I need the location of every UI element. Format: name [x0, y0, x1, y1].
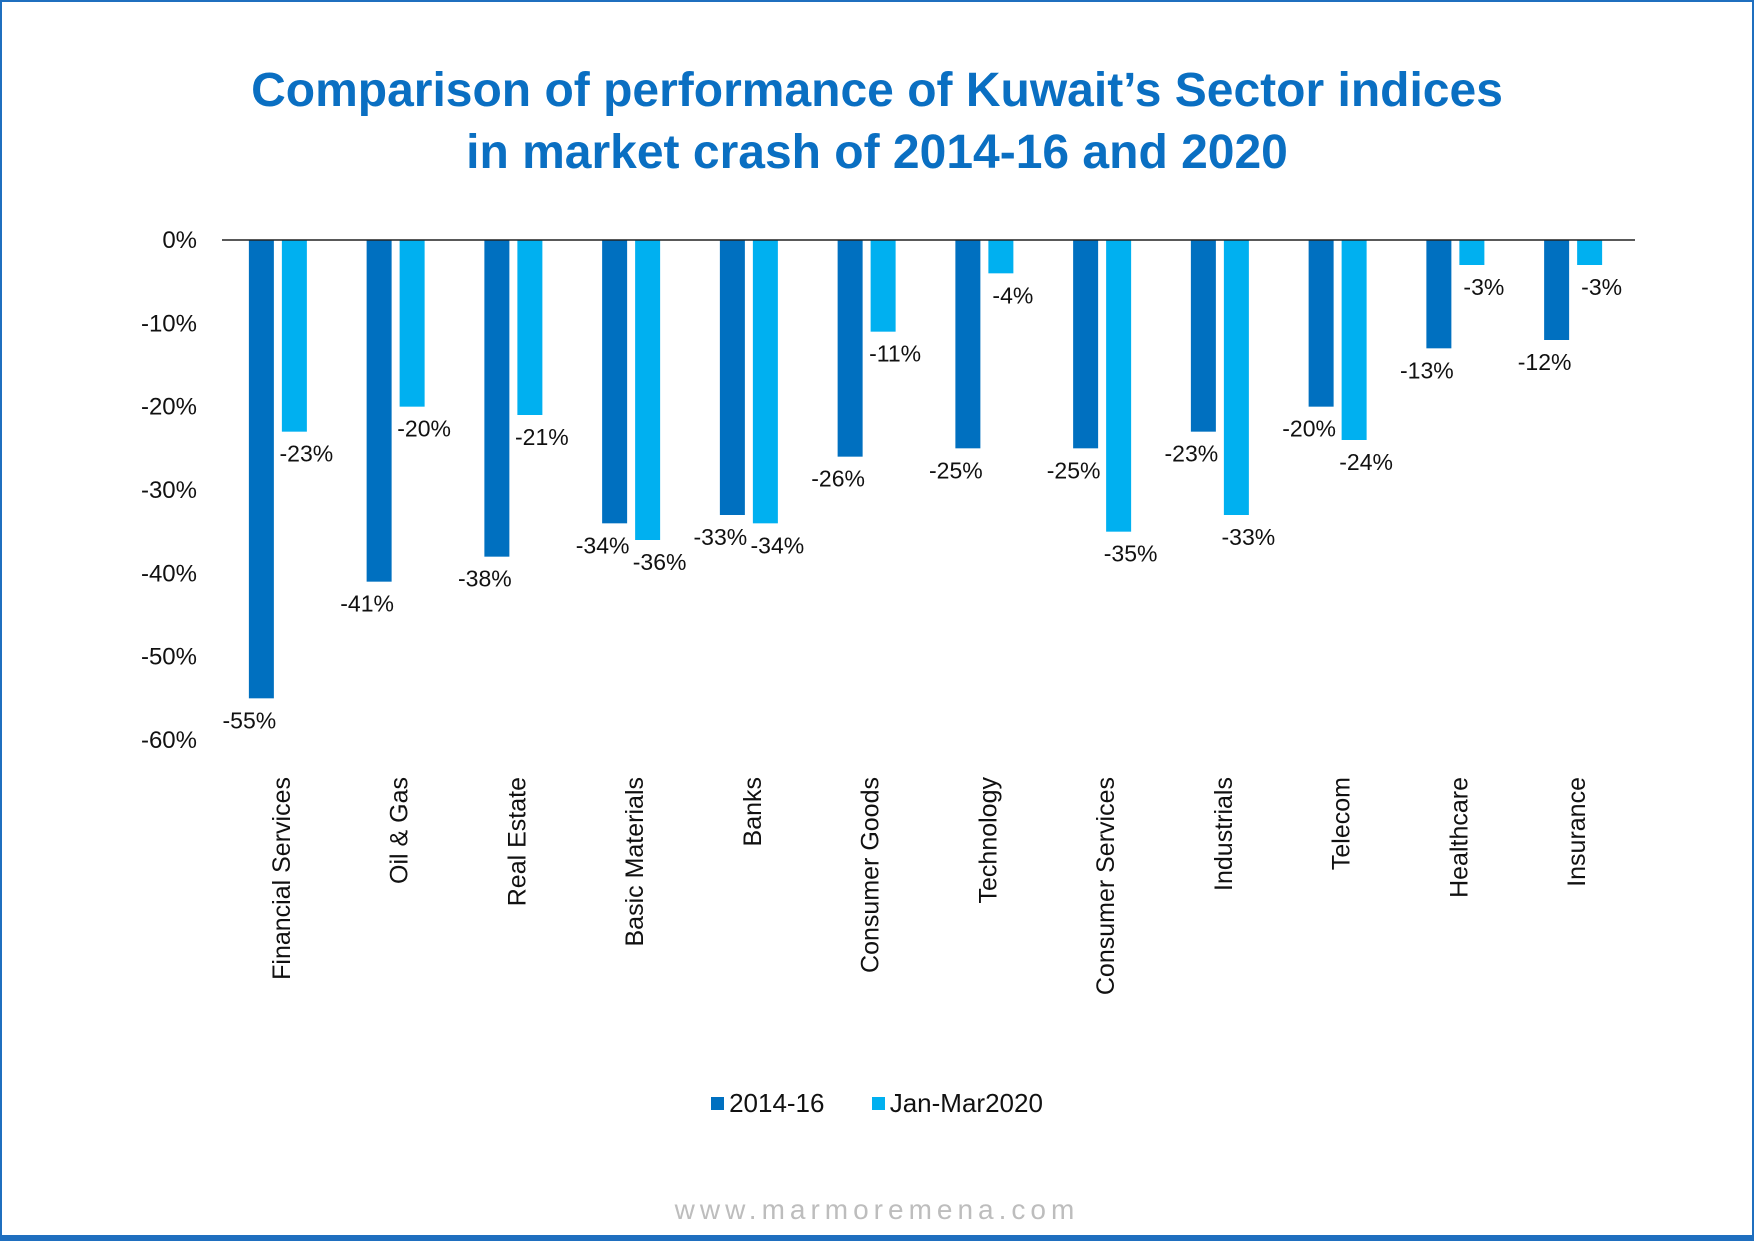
bar-2014-16: [1190, 240, 1216, 432]
bar-2014-16: [1426, 240, 1452, 349]
data-label: -23%: [1165, 441, 1219, 467]
data-label: -34%: [751, 532, 805, 558]
x-tick-label: Telecom: [1328, 777, 1356, 870]
bar-jan-mar2020: [988, 240, 1014, 274]
bar-2014-16: [837, 240, 863, 457]
bar-2014-16: [1308, 240, 1334, 407]
x-tick-label: Healthcare: [1445, 777, 1473, 898]
bar-jan-mar2020: [1223, 240, 1249, 515]
data-label: -55%: [223, 707, 277, 733]
data-label: -41%: [340, 591, 394, 617]
legend-label: 2014-16: [729, 1088, 825, 1118]
y-tick-label: -40%: [141, 560, 197, 587]
bar-jan-mar2020: [399, 240, 425, 407]
x-tick-label: Consumer Goods: [857, 777, 885, 973]
chart-title: Comparison of performance of Kuwait’s Se…: [2, 60, 1752, 184]
data-label: -36%: [633, 549, 687, 575]
x-tick-label: Technology: [974, 777, 1002, 904]
data-label: -25%: [1047, 457, 1101, 483]
data-label: -21%: [515, 424, 569, 450]
legend-item-jan-mar2020: Jan-Mar2020: [871, 1088, 1043, 1119]
legend-swatch: [871, 1096, 885, 1110]
x-tick-label: Real Estate: [503, 777, 531, 906]
legend-item-2014-16: 2014-16: [711, 1088, 824, 1119]
bar-2014-16: [1073, 240, 1099, 449]
bar-jan-mar2020: [870, 240, 896, 332]
x-tick-label: Insurance: [1563, 777, 1591, 887]
data-label: -25%: [929, 457, 983, 483]
bar-2014-16: [248, 240, 274, 699]
data-label: -33%: [694, 524, 748, 550]
footer-url: www.marmoremena.com: [674, 1194, 1080, 1225]
data-label: -11%: [869, 341, 921, 367]
x-tick-label: Consumer Services: [1092, 777, 1120, 995]
x-tick-label: Industrials: [1210, 777, 1238, 891]
data-label: -4%: [992, 282, 1033, 308]
x-tick-label: Banks: [739, 777, 767, 846]
data-label: -24%: [1339, 449, 1393, 475]
bar-jan-mar2020: [517, 240, 543, 415]
x-tick-label: Financial Services: [268, 777, 296, 980]
data-label: -12%: [1518, 349, 1572, 375]
data-label: -33%: [1222, 524, 1276, 550]
bar-jan-mar2020: [635, 240, 661, 540]
bar-2014-16: [484, 240, 510, 557]
y-tick-label: -10%: [141, 310, 197, 337]
bar-jan-mar2020: [1106, 240, 1132, 532]
x-tick-label: Basic Materials: [621, 777, 649, 947]
data-label: -34%: [576, 532, 630, 558]
data-label: -35%: [1104, 541, 1158, 567]
bar-jan-mar2020: [1459, 240, 1485, 265]
data-label: -13%: [1400, 357, 1454, 383]
bar-jan-mar2020: [281, 240, 307, 432]
y-tick-label: -50%: [141, 644, 197, 671]
data-label: -23%: [280, 441, 334, 467]
legend-label: Jan-Mar2020: [889, 1088, 1043, 1118]
data-label: -38%: [458, 566, 512, 592]
legend-swatch: [711, 1096, 725, 1110]
x-tick-label: Oil & Gas: [386, 777, 414, 884]
y-tick-label: -20%: [141, 394, 197, 421]
data-label: -20%: [1282, 416, 1336, 442]
data-label: -3%: [1463, 274, 1504, 300]
bar-2014-16: [1544, 240, 1570, 340]
data-label: -26%: [811, 466, 865, 492]
bar-jan-mar2020: [1341, 240, 1367, 440]
chart-title-line-2: in market crash of 2014-16 and 2020: [466, 126, 1288, 179]
data-label: -3%: [1581, 274, 1622, 300]
y-tick-label: 0%: [162, 227, 197, 254]
y-tick-label: -60%: [141, 727, 197, 754]
bar-2014-16: [955, 240, 981, 449]
legend: 2014-16 Jan-Mar2020: [2, 1088, 1752, 1119]
bar-2014-16: [719, 240, 745, 515]
bar-jan-mar2020: [752, 240, 778, 524]
chart-title-line-1: Comparison of performance of Kuwait’s Se…: [251, 64, 1503, 117]
y-tick-label: -30%: [141, 477, 197, 504]
data-label: -20%: [397, 416, 451, 442]
bar-jan-mar2020: [1577, 240, 1603, 265]
bar-2014-16: [366, 240, 392, 582]
bar-2014-16: [602, 240, 628, 524]
